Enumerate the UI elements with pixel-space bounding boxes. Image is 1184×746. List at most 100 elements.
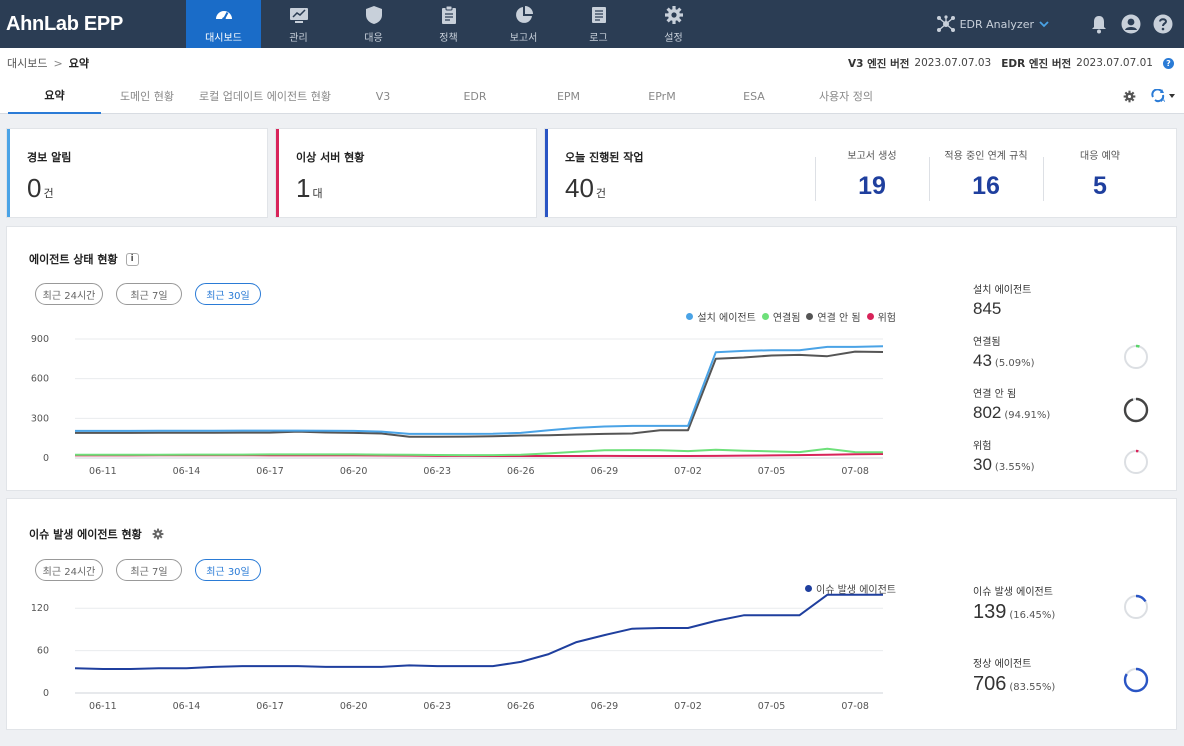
disconnected-ring-gauge [1123, 397, 1149, 423]
info-icon[interactable]: i [125, 252, 139, 266]
stat-normal-agents: 정상 에이전트 706 (83.55%) [973, 655, 1055, 696]
legend-connected[interactable]: 연결됨 [761, 309, 801, 324]
filter-30d-button[interactable]: 최근 30일 [195, 283, 261, 305]
legend-dot [805, 585, 813, 592]
nav-policy-label: 정책 [439, 32, 458, 44]
refresh-icon[interactable]: A [1150, 89, 1168, 103]
stat-issue-pct: (16.45%) [1009, 610, 1056, 621]
breadcrumb-root[interactable]: 대시보드 [7, 57, 48, 70]
stat-normal-label: 정상 에이전트 [973, 659, 1032, 670]
legend-issue-agents-label: 이슈 발생 에이전트 [816, 585, 896, 596]
tab-v3[interactable]: V3 [375, 89, 391, 103]
risk-ring-gauge [1123, 449, 1149, 475]
y-tick-label: 0 [43, 453, 49, 464]
filter-7d-button[interactable]: 최근 7일 [116, 559, 182, 581]
nav-report[interactable]: 보고서 [486, 0, 561, 48]
gear-icon[interactable] [152, 528, 164, 540]
tab-tools: A [1123, 78, 1176, 114]
tasks-card[interactable]: 오늘 진행된 작업 40 건 보고서 생성 19 적용 중인 연계 규칙 16 대… [544, 128, 1177, 218]
breadcrumb: 대시보드 > 요약 V3 엔진 버전 2023.07.07.03 EDR 엔진 … [0, 48, 1184, 78]
response-schedule-stat[interactable]: 대응 예약 5 [1043, 147, 1157, 201]
engine-versions: V3 엔진 버전 2023.07.07.03 EDR 엔진 버전 2023.07… [848, 48, 1174, 78]
response-schedule-value: 5 [1093, 172, 1107, 200]
series-line-1[interactable] [75, 447, 884, 457]
nav-management[interactable]: 관리 [261, 0, 336, 48]
chevron-down-icon [1039, 21, 1049, 28]
app-logo[interactable]: AhnLab EPP [6, 12, 124, 35]
tab-domain-status[interactable]: 도메인 현황 [119, 90, 175, 103]
stat-connected-pct: (5.09%) [994, 358, 1035, 369]
document-icon [591, 6, 606, 23]
legend-issue-agents[interactable]: 이슈 발생 에이전트 [805, 581, 896, 596]
tab-epm[interactable]: EPM [556, 89, 581, 103]
x-tick-label: 07-02 [674, 466, 702, 477]
x-tick-label: 06-14 [173, 701, 201, 712]
monitor-chart-icon [289, 7, 308, 23]
version-info-icon[interactable]: ? [1163, 57, 1174, 69]
chart-legend: 이슈 발생 에이전트 [799, 581, 896, 596]
x-tick-label: 06-26 [507, 701, 535, 712]
report-generated-stat[interactable]: 보고서 생성 19 [815, 147, 929, 201]
nav-log[interactable]: 로그 [561, 0, 636, 48]
tasks-card-title: 오늘 진행된 작업 [565, 151, 644, 164]
nav-right-tools: EDR Analyzer [936, 0, 1184, 48]
tab-edr[interactable]: EDR [463, 89, 487, 103]
normal-ring-gauge [1123, 667, 1149, 693]
series-line-0[interactable] [74, 593, 883, 670]
tab-custom[interactable]: 사용자 정의 [818, 90, 874, 103]
legend-disconnected[interactable]: 연결 안 됨 [806, 309, 861, 324]
legend-dot [761, 313, 769, 320]
user-account-button[interactable] [1120, 13, 1142, 35]
tasks-card-value-group: 40 건 [565, 173, 606, 204]
x-tick-label: 06-17 [256, 701, 284, 712]
alert-count: 0 [27, 173, 42, 203]
card-accent [7, 129, 10, 217]
shield-icon [365, 5, 382, 24]
nav-dashboard[interactable]: 대시보드 [186, 0, 261, 48]
legend-risk-label: 위험 [877, 313, 896, 324]
stat-issue-agents: 이슈 발생 에이전트 139 (16.45%) [973, 583, 1055, 624]
notification-button[interactable] [1088, 13, 1110, 35]
card-accent [545, 129, 548, 217]
gear-icon[interactable] [1123, 90, 1136, 103]
dropdown-caret-icon[interactable] [1168, 92, 1176, 100]
nav-response[interactable]: 대응 [336, 0, 411, 48]
legend-connected-label: 연결됨 [772, 313, 801, 324]
filter-30d-button[interactable]: 최근 30일 [195, 559, 261, 581]
ring-fill [1123, 594, 1149, 620]
y-tick-label: 60 [37, 646, 49, 657]
series-line-2[interactable] [75, 350, 884, 438]
edr-analyzer-menu[interactable]: EDR Analyzer [936, 15, 1054, 33]
help-button[interactable] [1152, 13, 1174, 35]
nav-settings[interactable]: 설정 [636, 0, 711, 48]
tab-esa[interactable]: ESA [743, 89, 765, 103]
top-navigation: AhnLab EPP 대시보드 관리 대응 정책 보고서 로그 설정 [0, 0, 1184, 48]
filter-24h-button[interactable]: 최근 24시간 [35, 283, 103, 305]
connected-ring-gauge [1123, 344, 1149, 370]
stat-disconnected-value: 802 [973, 403, 1002, 422]
x-tick-label: 06-20 [340, 701, 368, 712]
filter-7d-button[interactable]: 최근 7일 [116, 283, 182, 305]
filter-24h-button[interactable]: 최근 24시간 [35, 559, 103, 581]
tab-local-update-agent[interactable]: 로컬 업데이트 에이전트 현황 [199, 90, 331, 103]
y-tick-label: 0 [43, 688, 49, 699]
series-line-0[interactable] [75, 345, 884, 435]
nav-policy[interactable]: 정책 [411, 0, 486, 48]
nav-dashboard-label: 대시보드 [205, 32, 242, 44]
clipboard-icon [441, 5, 456, 24]
stat-disconnected-label: 연결 안 됨 [973, 389, 1017, 400]
alert-unit: 건 [43, 188, 54, 200]
tab-summary[interactable]: 요약 [8, 78, 101, 114]
report-generated-label: 보고서 생성 [847, 151, 897, 162]
issue-agents-title: 이슈 발생 에이전트 현황 [29, 528, 142, 541]
agent-status-panel: 에이전트 상태 현황 i 최근 24시간 최근 7일 최근 30일 설치 에이전… [6, 226, 1177, 491]
legend-installed[interactable]: 설치 에이전트 [686, 309, 756, 324]
stat-risk-pct: (3.55%) [994, 462, 1035, 473]
active-rules-stat[interactable]: 적용 중인 연계 규칙 16 [929, 147, 1043, 201]
legend-risk[interactable]: 위험 [866, 309, 896, 324]
tab-eprm[interactable]: EPrM [648, 89, 676, 103]
